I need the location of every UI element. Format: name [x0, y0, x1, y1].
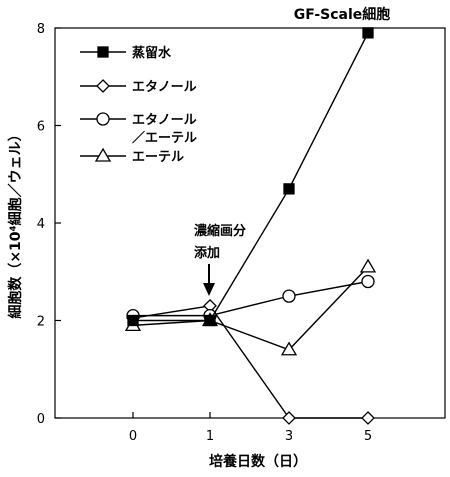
- series-2: [126, 298, 375, 425]
- y-tick-label: 2: [37, 315, 45, 330]
- y-tick-label: 4: [37, 217, 45, 232]
- legend-marker: [94, 147, 112, 162]
- y-axis: 0 2 4 6 8: [37, 22, 61, 427]
- x-tick-label: 3: [285, 429, 293, 444]
- annotation-line2: 添加: [194, 245, 220, 261]
- annotation-arrow-head: [203, 283, 215, 296]
- legend-label: エタノール: [132, 113, 197, 128]
- series-line: [133, 280, 369, 317]
- data-point: [127, 314, 139, 327]
- data-point: [204, 314, 216, 327]
- series-4: [124, 258, 377, 356]
- x-tick-label: 1: [206, 429, 214, 444]
- x-tick-label: 0: [129, 429, 137, 444]
- y-tick-label: 0: [37, 412, 45, 427]
- y-tick-label: 8: [37, 22, 45, 37]
- legend-label-line2: ／エーテル: [132, 130, 197, 146]
- legend-marker: [96, 112, 110, 126]
- annotation-line1: 濃縮画分: [194, 223, 246, 239]
- data-point: [361, 274, 375, 289]
- x-axis: 0 1 3 5: [129, 412, 372, 444]
- series-3: [126, 274, 375, 323]
- annotation: 濃縮画分 添加: [194, 223, 246, 296]
- data-point: [361, 411, 375, 425]
- legend-label: エーテル: [132, 150, 184, 165]
- legend-item: エーテル: [80, 147, 184, 165]
- series-1: [127, 27, 374, 327]
- data-point: [280, 341, 298, 356]
- data-point: [283, 183, 295, 195]
- data-point: [282, 411, 296, 425]
- legend-item: エタノール ／エーテル: [80, 112, 197, 146]
- chart-title: GF-Scale細胞: [294, 6, 391, 23]
- y-tick-label: 6: [37, 120, 45, 135]
- legend-item: 蒸留水: [80, 45, 172, 61]
- x-axis-label: 培養日数（日）: [209, 453, 307, 470]
- data-point: [362, 27, 374, 39]
- legend-label: 蒸留水: [132, 45, 172, 61]
- series-line: [133, 32, 369, 322]
- legend-marker: [97, 46, 109, 58]
- series-layer: [124, 27, 377, 425]
- legend-label: エタノール: [132, 80, 197, 95]
- legend-marker: [96, 79, 110, 93]
- legend-item: エタノール: [80, 79, 197, 95]
- series-line: [132, 305, 368, 419]
- data-point: [282, 289, 296, 303]
- x-tick-label: 5: [364, 429, 372, 444]
- data-point: [359, 258, 377, 273]
- y-axis-label: 細胞数（×10⁴細胞／ウェル）: [7, 127, 24, 318]
- series-line: [132, 266, 369, 351]
